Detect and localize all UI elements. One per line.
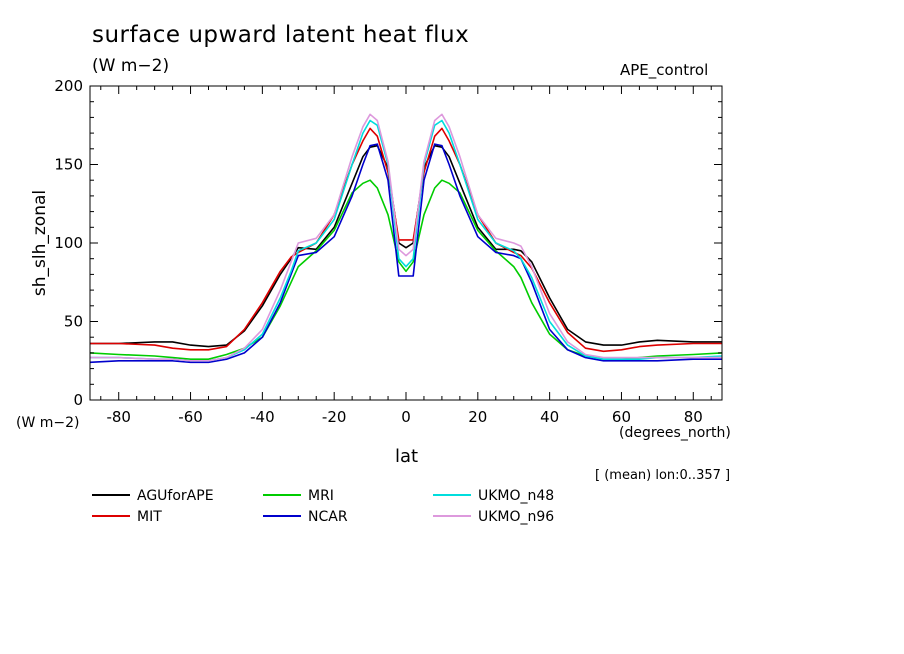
axes-layer: -80 -60 -40 -20 0 20 40 60 80 0 50 100 150 200 xyxy=(54,77,723,426)
chart-title: surface upward latent heat flux xyxy=(92,22,470,48)
x-tick-label: 80 xyxy=(684,408,703,426)
y-tick-label: 200 xyxy=(54,77,83,95)
y-tick-label: 100 xyxy=(54,234,83,252)
chart-units: (W m−2) xyxy=(92,56,170,76)
legend-label-ncar: NCAR xyxy=(308,509,348,525)
x-tick-label: -20 xyxy=(322,408,347,426)
legend: AGUforAPE MIT MRI NCAR UKMO_n48 UKMO_n96 xyxy=(92,488,554,525)
plot-frame xyxy=(89,85,723,401)
x-axis-label: lat xyxy=(395,446,419,467)
x-tick-label: -80 xyxy=(106,408,131,426)
series-line-mit xyxy=(90,127,722,353)
run-label: APE_control xyxy=(620,61,709,79)
x-tick-label: -60 xyxy=(178,408,203,426)
x-tick-label: 40 xyxy=(540,408,559,426)
y-tick-label: 50 xyxy=(64,313,83,331)
series-layer xyxy=(89,113,723,364)
x-tick-label: -40 xyxy=(250,408,275,426)
x-tick-label: 60 xyxy=(612,408,631,426)
y-tick-label: 0 xyxy=(73,391,83,409)
series-line-aguforape xyxy=(90,144,722,348)
legend-label-ukmo_n96: UKMO_n96 xyxy=(478,509,554,525)
series-line-ncar xyxy=(89,143,722,364)
series-line-ukmo_n96 xyxy=(90,113,722,362)
averaging-note: [ (mean) lon:0..357 ] xyxy=(595,468,731,483)
y-tick-label: 150 xyxy=(54,156,83,174)
legend-label-ukmo_n48: UKMO_n48 xyxy=(478,488,554,504)
x-axis-units: (degrees_north) xyxy=(619,425,731,441)
legend-label-aguforape: AGUforAPE xyxy=(137,488,214,504)
series-line-ukmo_n48 xyxy=(90,119,723,362)
series-line-mri xyxy=(89,179,723,361)
legend-label-mri: MRI xyxy=(308,488,334,504)
x-tick-label: 20 xyxy=(468,408,487,426)
y-axis-units: (W m−2) xyxy=(16,415,80,431)
legend-label-mit: MIT xyxy=(137,509,162,525)
x-tick-label: 0 xyxy=(401,408,411,426)
